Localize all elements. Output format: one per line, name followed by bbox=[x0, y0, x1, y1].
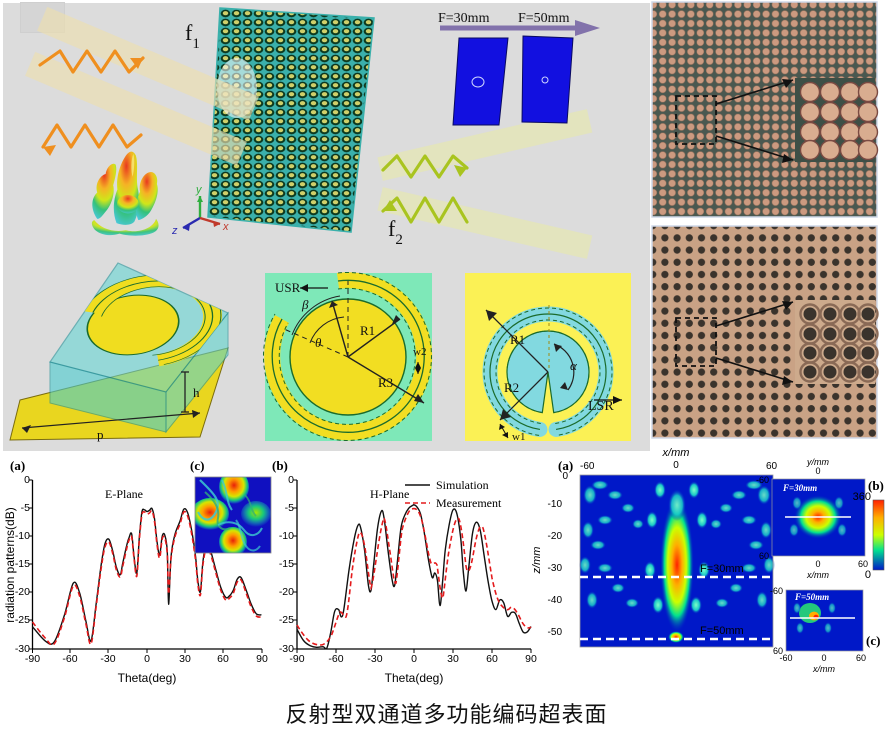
svg-text:F=50mm: F=50mm bbox=[794, 592, 829, 602]
svg-text:-60: -60 bbox=[779, 653, 792, 663]
svg-text:-60: -60 bbox=[770, 586, 783, 596]
svg-text:60: 60 bbox=[856, 653, 866, 663]
svg-text:0: 0 bbox=[821, 653, 826, 663]
svg-text:x/mm: x/mm bbox=[812, 664, 835, 674]
svg-text:(c): (c) bbox=[866, 633, 880, 648]
